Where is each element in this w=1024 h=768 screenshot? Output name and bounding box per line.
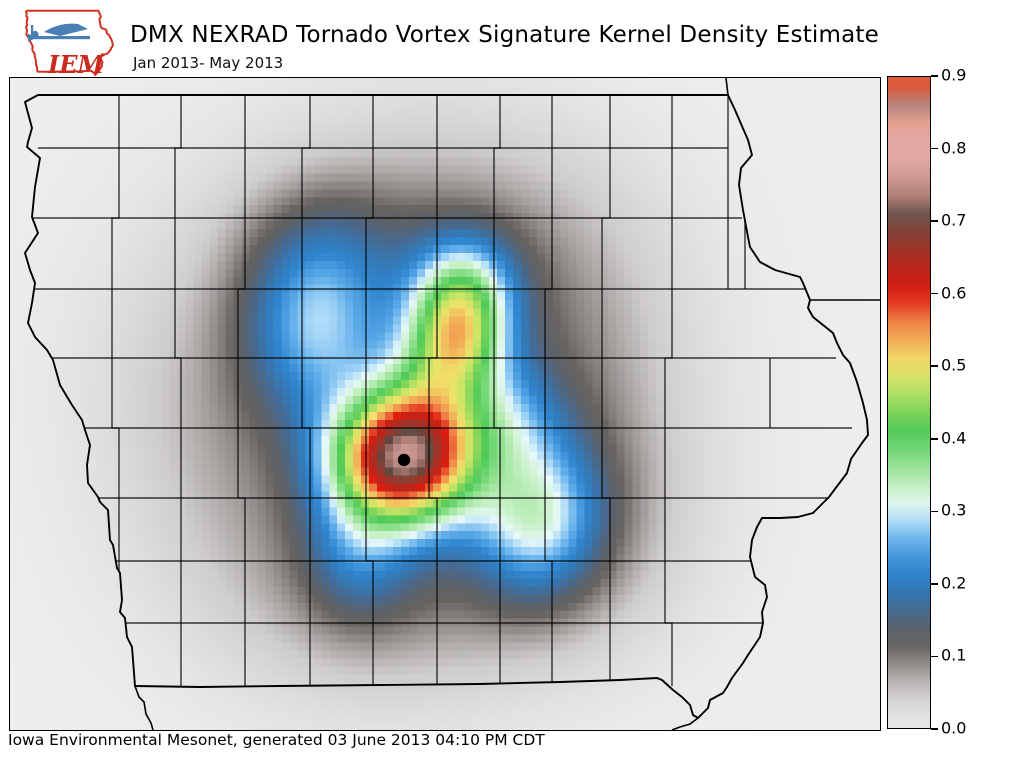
colorbar-tick-label: 0.4 bbox=[941, 428, 967, 448]
colorbar-tick-label: 0.0 bbox=[941, 718, 967, 738]
colorbar-tick-label: 0.9 bbox=[941, 65, 967, 85]
iowa-state-outline bbox=[24, 94, 869, 719]
colorbar-tick-mark bbox=[931, 75, 938, 77]
map-overlay bbox=[24, 78, 880, 730]
colorbar-gradient bbox=[888, 77, 930, 728]
colorbar-tick-mark bbox=[931, 365, 938, 367]
colorbar-tick-label: 0.1 bbox=[941, 646, 967, 666]
colorbar-tick-mark bbox=[931, 220, 938, 222]
colorbar-tick-mark bbox=[931, 728, 938, 730]
page-subtitle: Jan 2013- May 2013 bbox=[133, 54, 284, 72]
colorbar-tick-label: 0.6 bbox=[941, 283, 967, 303]
colorbar-tick-label: 0.5 bbox=[941, 355, 967, 375]
colorbar-tick-mark bbox=[931, 438, 938, 440]
logo-weathervane-icon bbox=[28, 23, 90, 42]
logo-text: IEM bbox=[47, 50, 106, 79]
colorbar-tick-mark bbox=[931, 655, 938, 658]
colorbar-tick-mark bbox=[931, 583, 938, 585]
colorbar-tick-label: 0.3 bbox=[941, 501, 967, 521]
colorbar-tick-mark bbox=[931, 147, 938, 150]
county-boundaries bbox=[30, 95, 852, 686]
colorbar-tick-mark bbox=[931, 292, 938, 295]
colorbar-tick-label: 0.8 bbox=[941, 138, 967, 158]
kde-heatmap-canvas bbox=[10, 78, 880, 730]
colorbar bbox=[887, 76, 931, 729]
colorbar-tick-label: 0.7 bbox=[941, 210, 967, 230]
footer-caption: Iowa Environmental Mesonet, generated 03… bbox=[8, 731, 545, 749]
map-panel bbox=[9, 77, 881, 731]
page-title: DMX NEXRAD Tornado Vortex Signature Kern… bbox=[130, 22, 879, 48]
colorbar-tick-label: 0.2 bbox=[941, 573, 967, 593]
radar-site-marker bbox=[397, 453, 411, 467]
neighbor-state-borders bbox=[134, 78, 880, 730]
iem-logo: IEM bbox=[20, 5, 120, 79]
colorbar-tick-mark bbox=[931, 510, 938, 513]
